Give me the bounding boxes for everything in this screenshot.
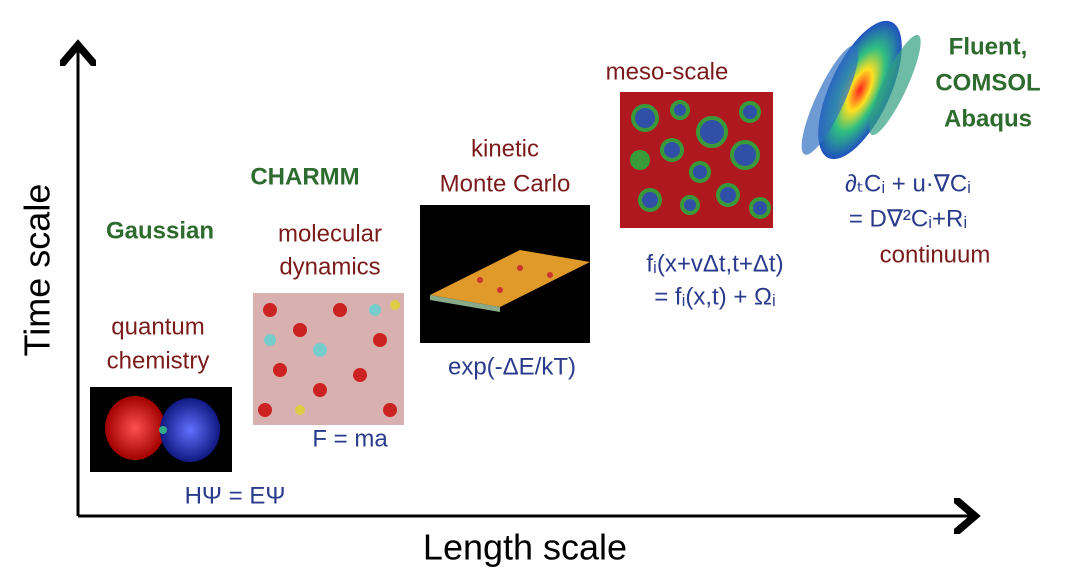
software-label: CHARMM — [250, 163, 359, 190]
level-label: continuum — [880, 241, 991, 268]
md-image — [253, 293, 404, 425]
equation: exp(-ΔE/kT) — [448, 353, 576, 380]
level-label: dynamics — [279, 253, 380, 280]
continuum-image — [801, 20, 921, 160]
software-label: COMSOL — [935, 69, 1040, 96]
kmc-image — [420, 205, 590, 343]
level-label: molecular — [278, 220, 382, 247]
meso-image — [620, 92, 773, 228]
equation: = fᵢ(x,t) + Ωᵢ — [654, 283, 776, 310]
quantum-image — [90, 387, 232, 472]
software-label: Abaqus — [944, 105, 1032, 132]
level-label: quantum — [111, 313, 204, 340]
software-label: Gaussian — [106, 217, 214, 244]
equation: F = ma — [312, 425, 388, 452]
equation: = D∇²Cᵢ+Rᵢ — [849, 205, 967, 232]
level-label: meso-scale — [606, 58, 729, 85]
y-axis-label: Time scale — [17, 184, 58, 357]
equation: HΨ = EΨ — [185, 482, 286, 509]
level-label: chemistry — [107, 347, 210, 374]
x-axis-label: Length scale — [423, 527, 627, 568]
level-label: Monte Carlo — [440, 170, 571, 197]
equation: fᵢ(x+vΔt,t+Δt) — [646, 250, 783, 277]
software-label: Fluent, — [949, 33, 1028, 60]
equation: ∂ₜCᵢ + u·∇Cᵢ — [845, 170, 971, 197]
level-label: kinetic — [471, 135, 539, 162]
